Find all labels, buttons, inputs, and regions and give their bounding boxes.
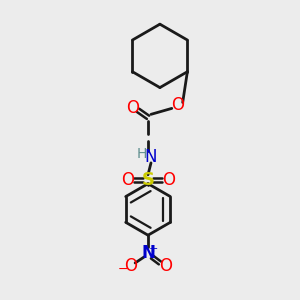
Text: −: − bbox=[118, 263, 128, 276]
Text: O: O bbox=[124, 257, 137, 275]
Text: O: O bbox=[159, 257, 172, 275]
Text: H: H bbox=[137, 147, 147, 161]
Text: +: + bbox=[149, 244, 159, 254]
Text: S: S bbox=[142, 171, 154, 189]
Text: O: O bbox=[126, 99, 139, 117]
Text: O: O bbox=[162, 171, 175, 189]
Text: O: O bbox=[121, 171, 134, 189]
Text: N: N bbox=[145, 148, 157, 166]
Text: N: N bbox=[141, 244, 155, 262]
Text: O: O bbox=[171, 96, 184, 114]
